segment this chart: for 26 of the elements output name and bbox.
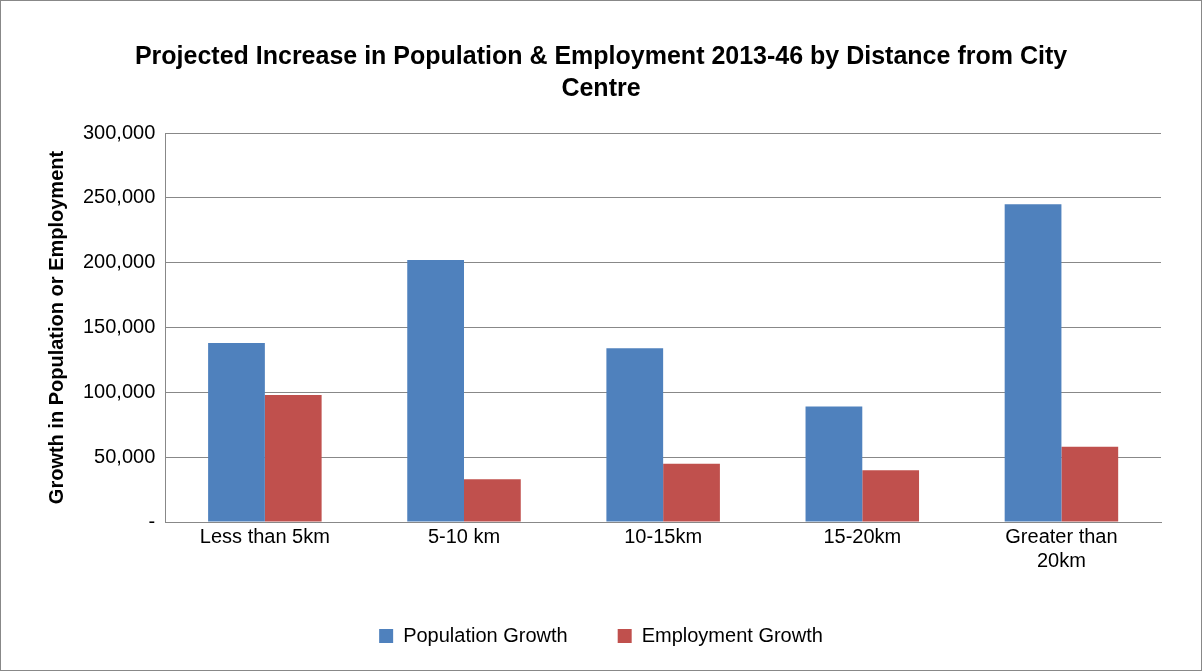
x-tick-label: Greater than 20km	[1005, 524, 1118, 571]
bar	[663, 463, 720, 522]
legend-label: Population Growth	[403, 623, 568, 646]
legend-label: Employment Growth	[641, 623, 823, 646]
y-tick-label: 100,000	[83, 379, 156, 402]
y-tick-label: 200,000	[83, 250, 156, 273]
x-tick-label: 5-10 km	[427, 524, 501, 547]
y-tick-label: 50,000	[94, 444, 156, 467]
bar	[805, 406, 863, 522]
bar	[464, 479, 521, 522]
y-axis-title: Growth in Population or Employment	[44, 150, 67, 505]
bar	[1061, 446, 1119, 522]
bar	[862, 470, 920, 522]
y-tick-label: 250,000	[83, 185, 156, 208]
bar	[407, 260, 465, 522]
bar	[1004, 204, 1062, 522]
x-tick-label: Less than 5km	[199, 524, 330, 547]
y-tick-label: 300,000	[83, 120, 156, 143]
chart-title: Projected Increase in Population & Employment 2013-46 by Distance from City Centre	[133, 40, 1069, 103]
bar	[264, 394, 322, 522]
y-tick-label: -	[148, 509, 156, 532]
bar	[606, 348, 664, 522]
bar	[208, 343, 265, 522]
y-tick-label: 150,000	[83, 315, 156, 338]
x-tick-label: 10-15km	[624, 524, 703, 547]
x-tick-label: 15-20km	[823, 524, 902, 547]
